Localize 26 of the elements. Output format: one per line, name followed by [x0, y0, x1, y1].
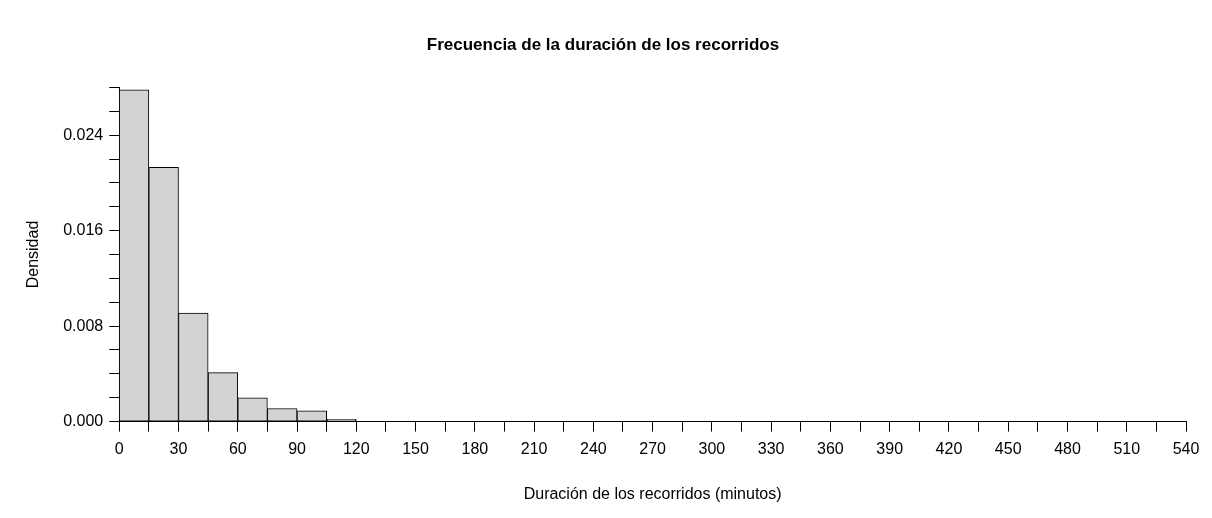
x-tick-label: 90 [288, 439, 307, 457]
x-tick-label: 420 [935, 439, 963, 457]
x-tick-label: 210 [520, 439, 548, 457]
x-tick-label: 300 [698, 439, 726, 457]
x-tick-label: 180 [461, 439, 489, 457]
x-tick-label: 540 [1172, 439, 1200, 457]
x-tick-label: 270 [639, 439, 667, 457]
x-tick-label: 120 [342, 439, 370, 457]
x-axis-title: Duración de los recorridos (minutos) [523, 484, 782, 502]
x-tick-label: 510 [1113, 439, 1141, 457]
x-tick-label: 60 [228, 439, 247, 457]
y-tick-label: 0.024 [63, 125, 104, 143]
x-tick-label: 330 [757, 439, 785, 457]
x-tick-label: 150 [402, 439, 430, 457]
y-tick-label: 0.016 [63, 221, 104, 239]
x-tick-label: 450 [994, 439, 1022, 457]
x-tick-label: 360 [817, 439, 844, 457]
chart-title: Frecuencia de la duración de los recorridos [426, 34, 780, 54]
x-tick-label: 240 [580, 439, 607, 457]
x-tick-label: 480 [1054, 439, 1081, 457]
x-tick-label: 390 [876, 439, 904, 457]
y-axis-title: Densidad [24, 220, 42, 289]
x-tick-label: 0 [114, 439, 124, 457]
x-tick-label: 30 [169, 439, 188, 457]
y-tick-label: 0.000 [63, 412, 104, 430]
y-tick-label: 0.008 [63, 316, 104, 334]
